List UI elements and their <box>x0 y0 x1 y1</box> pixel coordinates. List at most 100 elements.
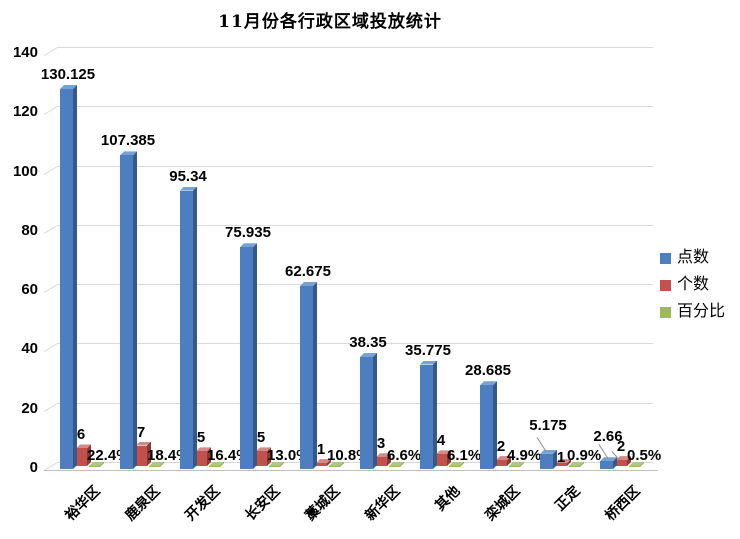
bar-geshu-face <box>76 448 87 466</box>
bar-dianshu-face <box>300 285 313 469</box>
bar-dianshu-top <box>480 381 497 385</box>
bar-baifenbi-side <box>160 462 164 467</box>
bar-baifenbi-top <box>149 462 164 466</box>
count-label: 3 <box>376 435 386 453</box>
bar-geshu-side <box>627 456 631 466</box>
bar-dianshu-face <box>420 364 433 469</box>
bar-dianshu-top <box>600 457 617 461</box>
bar-geshu-side <box>267 447 271 466</box>
count-label: 7 <box>136 423 146 441</box>
bar-geshu-top <box>316 459 331 463</box>
count-label: 5 <box>196 429 206 447</box>
value-label: 107.385 <box>100 132 156 150</box>
bar-geshu-face <box>436 454 447 466</box>
bar-dianshu-top <box>300 282 317 286</box>
bar-geshu-top <box>376 453 391 457</box>
bar-baifenbi-face <box>509 466 520 467</box>
bar-baifenbi-side <box>400 462 404 467</box>
legend-label: 百分比 <box>677 303 726 320</box>
y-tick-mark <box>43 343 58 353</box>
bar-geshu-top <box>496 456 511 460</box>
legend-label: 点数 <box>677 249 710 266</box>
bar-dianshu-side <box>433 361 437 469</box>
legend-label: 个数 <box>677 276 710 293</box>
percent-label: 0.5% <box>627 447 662 464</box>
bar-geshu-side <box>207 447 211 466</box>
percent-label: 10.8% <box>327 447 370 464</box>
value-label: 38.35 <box>349 334 387 352</box>
bar-dianshu-side <box>493 381 497 469</box>
bar-geshu-top <box>616 456 631 460</box>
bar-geshu-top <box>136 442 151 446</box>
bar-dianshu-face <box>180 190 193 469</box>
value-label: 28.685 <box>465 362 511 380</box>
y-tick-label: 60 <box>21 281 38 299</box>
legend-item: 点数 <box>660 250 740 266</box>
gridline <box>57 462 653 463</box>
legend: 点数 个数 百分比 <box>660 250 740 331</box>
y-tick-mark <box>43 165 58 175</box>
bar-geshu-side <box>507 456 511 466</box>
percent-label: 4.9% <box>507 447 542 464</box>
bar-dianshu-top <box>360 353 377 357</box>
bar-baifenbi-face <box>389 466 400 467</box>
bar-dianshu-top <box>180 187 197 191</box>
value-label: 2.66 <box>593 428 623 446</box>
bar-baifenbi-side <box>460 462 464 467</box>
y-tick-label: 120 <box>12 103 38 121</box>
bar-geshu-face <box>316 463 327 466</box>
bar-baifenbi-top <box>629 462 644 466</box>
count-label: 1 <box>316 441 326 459</box>
gridline <box>57 47 653 48</box>
count-label: 2 <box>496 438 506 456</box>
bar-baifenbi-side <box>520 462 524 467</box>
bar-baifenbi-side <box>340 462 344 467</box>
legend-swatch <box>660 279 671 291</box>
bar-geshu-side <box>387 453 391 466</box>
bar-dianshu-top <box>120 151 137 155</box>
value-label: 62.675 <box>285 262 331 280</box>
y-tick-label: 20 <box>21 399 38 417</box>
legend-swatch <box>660 252 671 264</box>
bar-dianshu-face <box>60 89 73 469</box>
bar-dianshu-side <box>373 353 377 469</box>
bar-dianshu-top <box>540 450 557 454</box>
value-label: 5.175 <box>529 416 567 434</box>
bar-baifenbi-face <box>149 466 160 467</box>
bar-geshu-side <box>567 459 571 466</box>
bar-baifenbi-top <box>569 462 584 466</box>
legend-swatch <box>660 306 671 318</box>
bar-baifenbi-top <box>329 462 344 466</box>
bar-baifenbi-face <box>449 466 460 467</box>
gridline <box>57 343 653 345</box>
category-label: 裕华区 <box>61 482 103 524</box>
bar-baifenbi-top <box>269 462 284 466</box>
bar-dianshu-side <box>553 450 557 469</box>
bar-dianshu-side <box>193 187 197 469</box>
gridline <box>57 402 653 404</box>
count-label: 5 <box>256 429 266 447</box>
bar-dianshu-top <box>420 361 437 365</box>
bar-baifenbi-face <box>269 466 280 467</box>
bar-dianshu-face <box>480 385 493 469</box>
bar-baifenbi-top <box>509 462 524 466</box>
count-label: 6 <box>76 426 86 444</box>
bar-geshu-top <box>556 459 571 463</box>
bar-baifenbi-face <box>89 466 100 467</box>
bar-geshu-face <box>556 463 567 466</box>
percent-label: 6.6% <box>387 447 422 464</box>
bar-baifenbi-side <box>280 462 284 467</box>
bar-baifenbi-side <box>220 462 224 467</box>
percent-label: 22.4% <box>87 447 130 464</box>
count-label: 4 <box>436 432 446 450</box>
value-label: 75.935 <box>225 224 271 242</box>
percent-label: 0.9% <box>567 447 602 464</box>
bar-baifenbi-top <box>209 462 224 466</box>
gridline <box>57 165 653 167</box>
value-label: 95.34 <box>169 167 207 185</box>
bar-baifenbi-top <box>449 462 464 466</box>
y-tick-label: 80 <box>21 221 38 239</box>
bar-dianshu-side <box>313 282 317 469</box>
